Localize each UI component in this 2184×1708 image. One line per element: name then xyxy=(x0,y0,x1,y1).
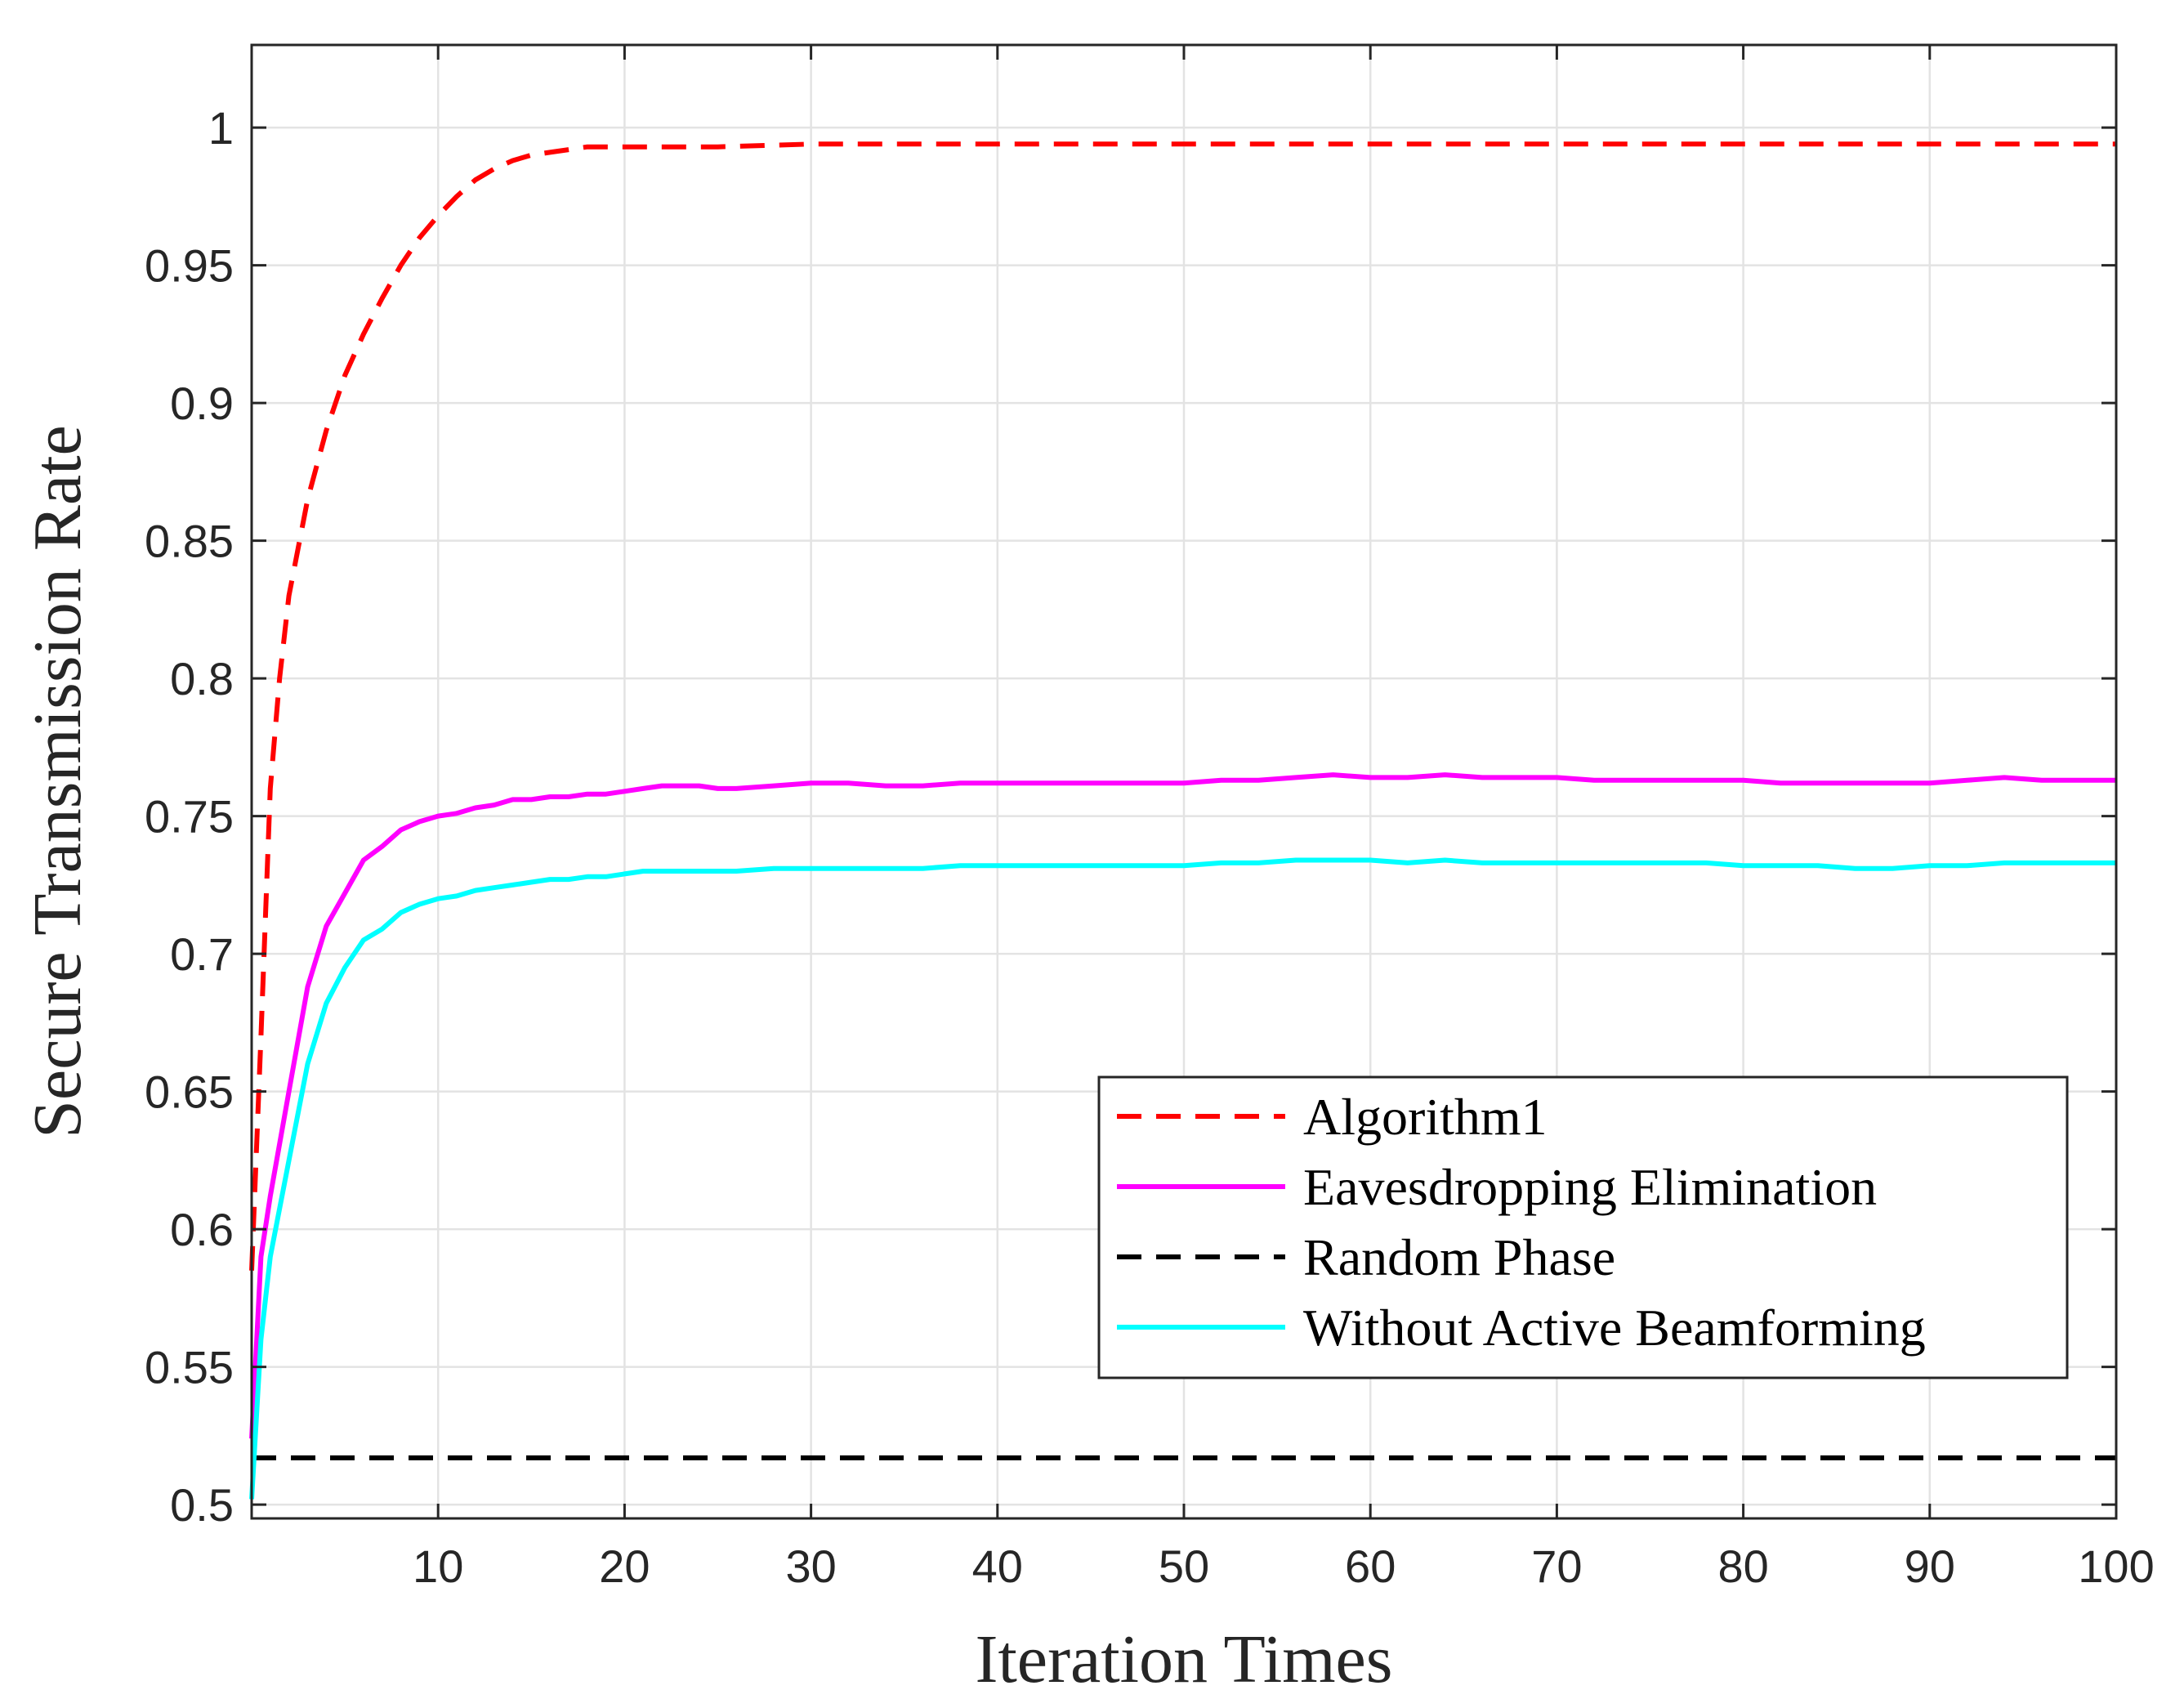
legend-label-random-phase: Random Phase xyxy=(1303,1228,1615,1286)
y-tick-label: 1 xyxy=(208,102,234,154)
ticks: 10 20 30 40 50 60 70 80 90 100 0.5 0.55 0.6 0.65 0.7 0.… xyxy=(145,45,2155,1592)
x-tick-label: 70 xyxy=(1531,1540,1582,1592)
y-tick-label: 0.55 xyxy=(145,1342,234,1393)
x-tick-label: 100 xyxy=(2078,1540,2154,1592)
y-tick-label: 0.85 xyxy=(145,516,234,567)
x-tick-label: 50 xyxy=(1159,1540,1209,1592)
x-tick-label: 90 xyxy=(1905,1540,1955,1592)
legend-label-algorithm1: Algorithm1 xyxy=(1303,1088,1548,1146)
y-tick-label: 0.65 xyxy=(145,1066,234,1118)
x-tick-label: 30 xyxy=(785,1540,836,1592)
legend-label-without-active-beamforming: Without Active Beamforming xyxy=(1303,1299,1926,1357)
series-group xyxy=(249,141,2116,1500)
legend: Algorithm1 Eavesdropping Elimination Rando… xyxy=(1097,1075,2069,1379)
legend-label-eavesdropping-elimination: Eavesdropping Elimination xyxy=(1303,1158,1877,1216)
series-line-without-active-beamforming xyxy=(249,857,2116,1500)
x-tick-label: 60 xyxy=(1345,1540,1396,1592)
y-tick-label: 0.75 xyxy=(145,791,234,843)
x-tick-label: 20 xyxy=(599,1540,650,1592)
series-line-algorithm1 xyxy=(249,141,2116,1271)
y-tick-label: 0.8 xyxy=(170,653,234,704)
y-tick-label: 0.5 xyxy=(170,1479,234,1531)
y-axis-title: Secure Transmission Rate xyxy=(20,425,96,1138)
y-tick-label: 0.9 xyxy=(170,378,234,429)
x-tick-label: 10 xyxy=(413,1540,463,1592)
y-tick-label: 0.6 xyxy=(170,1204,234,1255)
y-tick-label: 0.95 xyxy=(145,240,234,292)
x-axis-title: Iteration Times xyxy=(975,1621,1392,1697)
x-tick-label: 40 xyxy=(972,1540,1023,1592)
y-tick-label: 0.7 xyxy=(170,928,234,980)
x-tick-label: 80 xyxy=(1717,1540,1768,1592)
series-line-eavesdropping-elimination xyxy=(249,772,2116,1439)
